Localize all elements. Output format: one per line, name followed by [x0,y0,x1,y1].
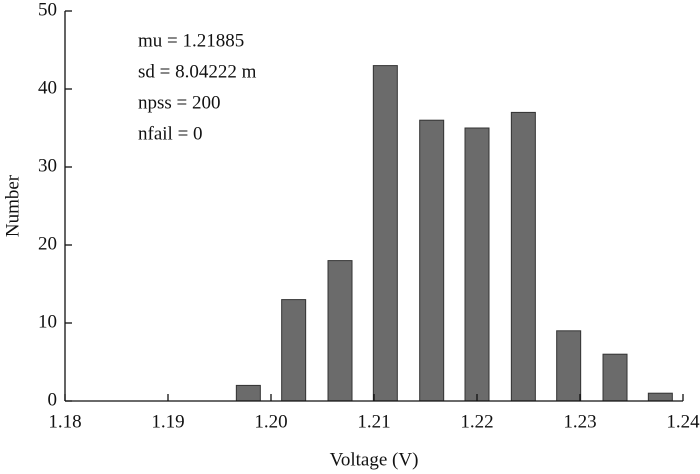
bar [235,384,261,402]
y-tick-label: 50 [38,0,57,20]
x-tick-label: 1.21 [357,411,390,432]
bar [556,330,582,402]
bar [510,111,536,402]
annotation: nfail = 0 [138,123,203,144]
x-tick-label: 1.19 [151,411,184,432]
bar [464,127,490,402]
y-tick-label: 30 [38,155,57,176]
bar [327,260,353,402]
x-tick-label: 1.24 [666,411,700,432]
x-tick-label: 1.20 [254,411,287,432]
annotation: npss = 200 [138,92,221,113]
x-tick-label: 1.18 [48,411,81,432]
bar [281,299,307,402]
y-tick-label: 40 [38,77,57,98]
bar [647,392,673,402]
bar [419,119,445,402]
annotation: sd = 8.04222 m [138,61,257,82]
x-tick-label: 1.22 [460,411,493,432]
x-tick-label: 1.23 [563,411,596,432]
y-tick-label: 20 [38,233,57,254]
x-axis-label: Voltage (V) [330,449,419,470]
bar [372,65,398,402]
y-axis-label: Number [2,174,23,237]
bar [602,353,628,402]
y-tick-label: 10 [38,311,57,332]
annotation: mu = 1.21885 [138,30,244,51]
y-tick-label: 0 [48,389,58,410]
